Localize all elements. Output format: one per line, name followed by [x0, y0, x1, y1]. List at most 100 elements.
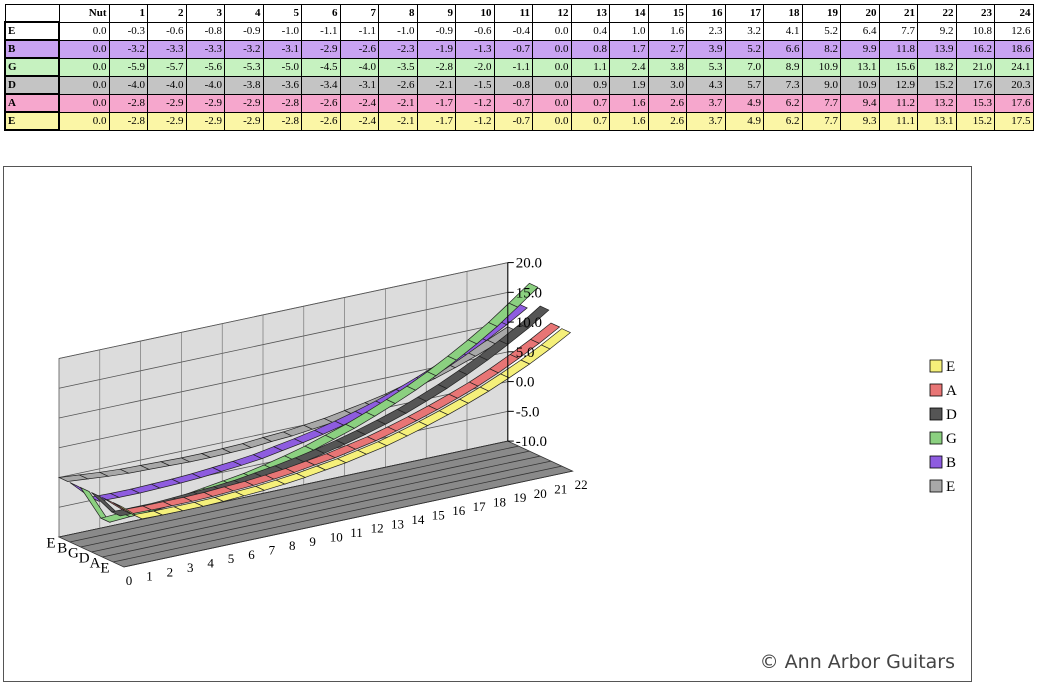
column-header: 6: [301, 4, 341, 23]
fret-tick-label: 17: [473, 499, 487, 514]
table-cell: 6.2: [763, 93, 803, 113]
legend-swatch: [929, 359, 943, 373]
table-cell: 0.7: [570, 111, 610, 131]
table-cell: -3.3: [147, 39, 187, 59]
legend-label: E: [946, 479, 955, 495]
fret-tick-label: 20: [534, 486, 547, 501]
table-cell: 9.9: [840, 39, 880, 59]
table-cell: 1.6: [647, 21, 687, 41]
table-cell: 0.0: [58, 21, 110, 41]
table-cell: -5.3: [224, 57, 264, 77]
table-cell: 5.2: [801, 21, 841, 41]
table-cell: 1.6: [609, 93, 649, 113]
column-header: 16: [686, 4, 726, 23]
column-header: 14: [609, 4, 649, 23]
table-cell: 9.2: [917, 21, 957, 41]
string-tick-label: B: [57, 541, 67, 557]
table-cell: 3.8: [647, 57, 687, 77]
table-cell: 21.0: [955, 57, 995, 77]
floor-gridline: [58, 440, 508, 538]
table-cell: -0.8: [493, 75, 533, 95]
table-cell: 1.9: [609, 75, 649, 95]
table-cell: -1.1: [493, 57, 533, 77]
column-header: 12: [532, 4, 572, 23]
table-cell: -3.8: [224, 75, 264, 95]
fret-tick-label: 5: [228, 551, 235, 566]
fret-tick-label: 9: [309, 534, 316, 549]
table-row: B 0.0 -3.2 -3.3 -3.3 -3.2 -3.1 -2.9 -2.6 -2.3 -1.9…: [4, 39, 1034, 59]
table-cell: 3.7: [686, 111, 726, 131]
table-cell: -2.6: [339, 39, 379, 59]
table-cell: 0.0: [532, 93, 572, 113]
table-cell: -2.8: [108, 111, 148, 131]
table-cell: -1.2: [455, 93, 495, 113]
table-cell: -1.0: [378, 21, 418, 41]
table-row: D 0.0 -4.0 -4.0 -4.0 -3.8 -3.6 -3.4 -3.1 -2.6 -2.1…: [4, 75, 1034, 95]
table-cell: 0.8: [570, 39, 610, 59]
column-header: 20: [840, 4, 880, 23]
table-cell: -0.7: [493, 111, 533, 131]
table-cell: 1.0: [609, 21, 649, 41]
table-cell: 0.0: [58, 111, 110, 131]
floor-gridline: [69, 445, 519, 543]
table-cell: 6.4: [840, 21, 880, 41]
table-cell: 9.0: [801, 75, 841, 95]
ribbon-segment: [529, 322, 561, 344]
fret-tick-label: 3: [187, 560, 194, 575]
fret-tick-label: 8: [289, 538, 296, 553]
fret-tick-label: 22: [575, 477, 588, 492]
fret-tick-label: 16: [452, 503, 466, 518]
column-header: 10: [455, 4, 495, 23]
table-cell: 7.7: [801, 93, 841, 113]
value-tick-label: 15.0: [516, 285, 542, 301]
value-tick-label: 10.0: [516, 315, 542, 331]
value-tick-label: -5.0: [516, 404, 540, 420]
table-cell: 3.9: [686, 39, 726, 59]
table-cell: -2.8: [262, 111, 302, 131]
table-cell: -2.9: [185, 111, 225, 131]
column-header: 13: [570, 4, 610, 23]
fret-offset-table-container: Nut 1 2 3 4 5 6 7 8 9 10 11 12 13 14 15 16 17 18 19 20 21 22 23…: [4, 4, 1034, 131]
table-cell: 2.3: [686, 21, 726, 41]
table-cell: 0.0: [532, 39, 572, 59]
table-cell: 2.7: [647, 39, 687, 59]
table-cell: -3.6: [262, 75, 302, 95]
fret-tick-label: 0: [126, 573, 133, 588]
table-cell: -2.8: [262, 93, 302, 113]
table-cell: 4.3: [686, 75, 726, 95]
table-cell: -1.5: [455, 75, 495, 95]
table-cell: -4.5: [301, 57, 341, 77]
table-cell: 1.6: [609, 111, 649, 131]
table-cell: -3.2: [224, 39, 264, 59]
table-cell: 13.1: [917, 111, 957, 131]
legend-label: B: [946, 455, 956, 471]
column-header: 2: [147, 4, 187, 23]
table-cell: 0.0: [532, 21, 572, 41]
table-cell: -2.8: [108, 93, 148, 113]
string-tick-label: E: [100, 561, 109, 577]
gridline: [58, 321, 508, 419]
table-cell: -2.9: [147, 111, 187, 131]
table-cell: 0.4: [570, 21, 610, 41]
column-header: 23: [955, 4, 995, 23]
table-cell: -2.9: [224, 111, 264, 131]
fret-tick-label: 21: [554, 481, 567, 496]
string-tick-label: D: [79, 551, 90, 567]
series-ribbon-A: [102, 322, 561, 515]
table-cell: 0.7: [570, 93, 610, 113]
table-cell: 12.9: [878, 75, 918, 95]
column-header: 9: [416, 4, 456, 23]
column-header: 15: [647, 4, 687, 23]
gridline: [58, 291, 508, 389]
legend-swatch: [929, 479, 943, 493]
column-header: 4: [224, 4, 264, 23]
table-cell: -0.9: [224, 21, 264, 41]
table-cell: 15.2: [955, 111, 995, 131]
column-header: Nut: [58, 4, 110, 23]
table-cell: -2.3: [378, 39, 418, 59]
fret-tick-label: 13: [391, 516, 404, 531]
column-header: 11: [493, 4, 533, 23]
table-cell: 24.1: [994, 57, 1034, 77]
table-cell: -4.0: [339, 57, 379, 77]
column-header: 17: [724, 4, 764, 23]
